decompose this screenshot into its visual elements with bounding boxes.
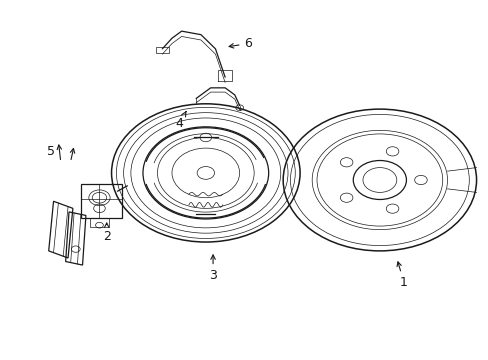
Text: 2: 2 bbox=[102, 223, 110, 243]
Text: 3: 3 bbox=[209, 255, 217, 282]
Text: 5: 5 bbox=[47, 145, 55, 158]
Text: 4: 4 bbox=[175, 112, 186, 130]
Text: 1: 1 bbox=[396, 262, 407, 289]
Bar bbox=[156, 47, 168, 54]
Text: 6: 6 bbox=[229, 37, 252, 50]
